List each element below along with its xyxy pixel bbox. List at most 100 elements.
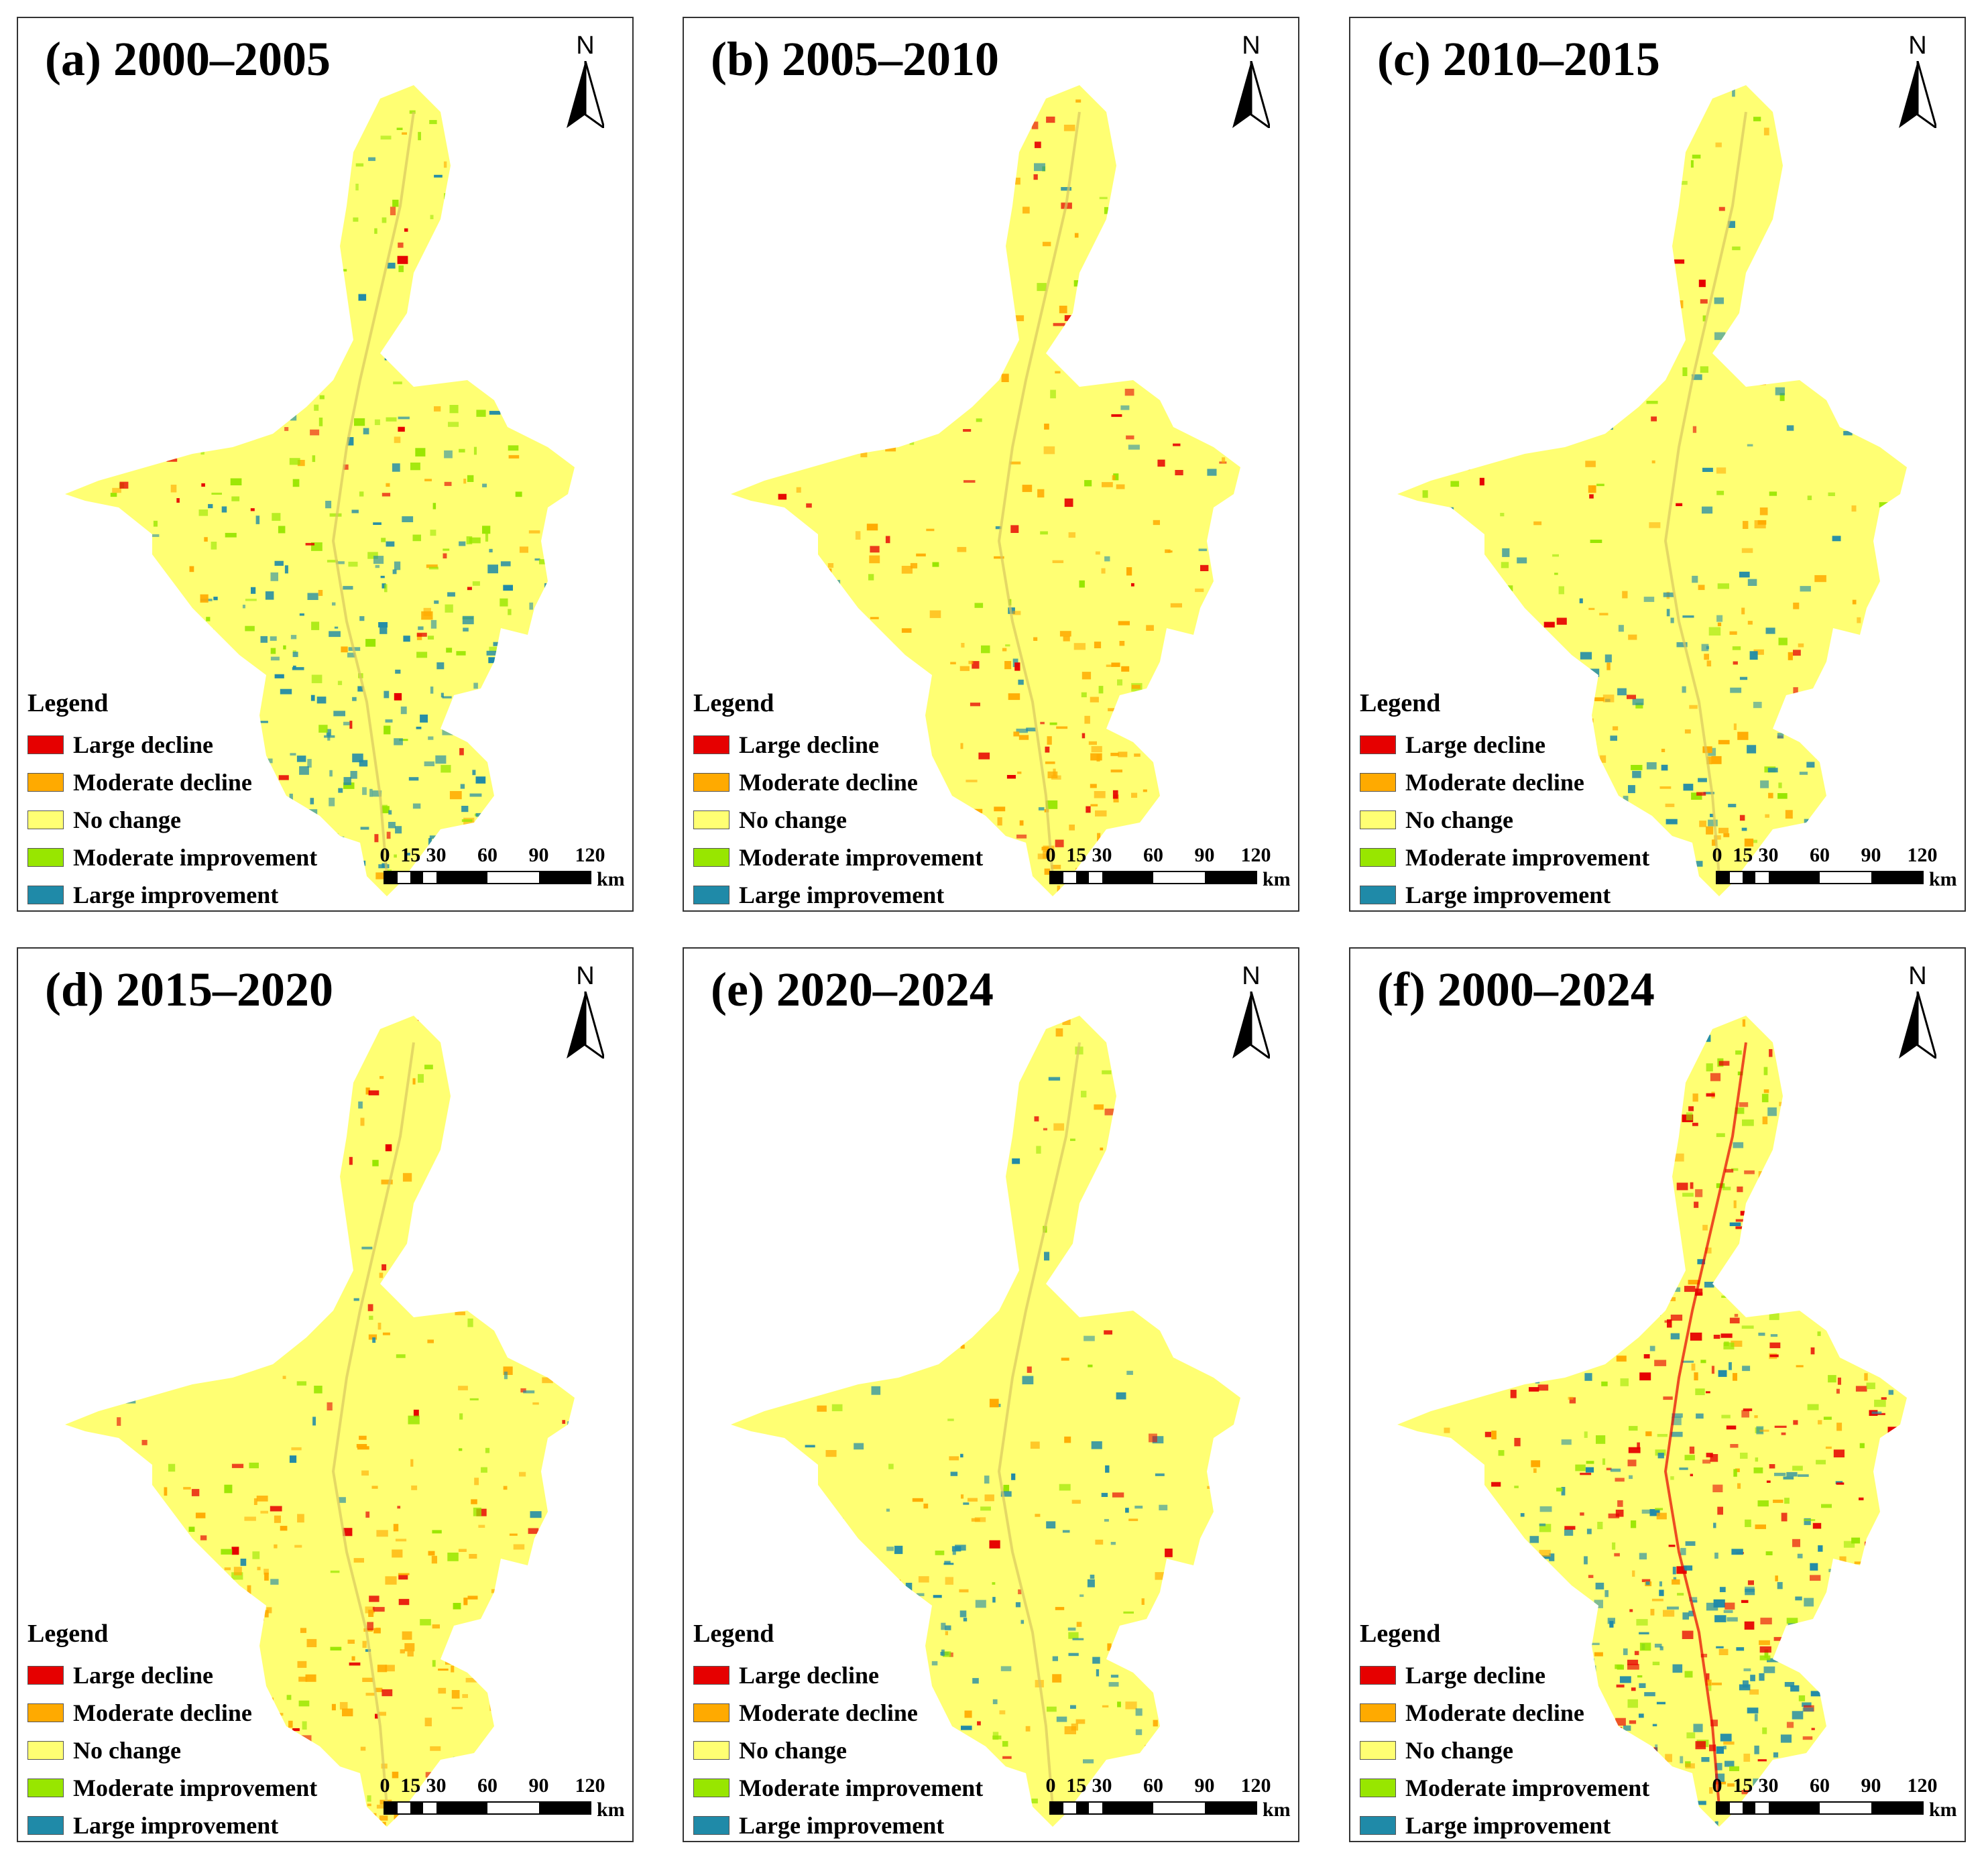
scale-tick-label: 120 — [1240, 1774, 1271, 1797]
scale-tick-label: 30 — [426, 844, 447, 866]
map-panel: (f) 2000–2024 N Legend Large decline Moderat… — [1349, 947, 1966, 1842]
map-panel: (a) 2000–2005 N Legend Large decline Moderat… — [17, 17, 634, 912]
legend-item: Moderate decline — [693, 764, 983, 801]
scale-tick-label: 30 — [1758, 1774, 1779, 1797]
legend-label: Moderate decline — [1405, 769, 1584, 796]
legend-item: Moderate decline — [1360, 1694, 1649, 1732]
legend-swatch — [1360, 810, 1396, 829]
scale-tick-label: 30 — [1092, 1774, 1112, 1797]
north-arrow-icon: N — [1224, 32, 1278, 132]
legend-item: Large improvement — [1360, 876, 1649, 910]
scale-tick-label: 90 — [1861, 1774, 1881, 1797]
legend: Legend Large decline Moderate decline No ch… — [693, 688, 983, 910]
legend-swatch — [1360, 1741, 1396, 1760]
legend-item: Moderate improvement — [693, 1769, 983, 1807]
scale-tick-label: 90 — [1861, 844, 1881, 866]
legend-label: Moderate decline — [1405, 1699, 1584, 1726]
legend-label: Moderate improvement — [1405, 1774, 1650, 1801]
river-line — [997, 1042, 1081, 1807]
legend-label: Moderate decline — [73, 1699, 252, 1726]
scale-unit: km — [1929, 868, 1957, 890]
legend-item: No change — [693, 1732, 983, 1769]
north-label: N — [1908, 962, 1927, 990]
legend-label: Moderate improvement — [1405, 844, 1650, 871]
map-panel: (b) 2005–2010 N Legend Large decline Moderat… — [683, 17, 1299, 912]
scale-tick-label: 90 — [1194, 844, 1215, 866]
legend-swatch — [693, 1666, 729, 1685]
scale-tick-label: 15 — [400, 844, 421, 866]
legend-label: No change — [1405, 1737, 1513, 1764]
scale-tick-label: 120 — [1240, 844, 1271, 866]
legend-swatch — [1360, 735, 1396, 754]
north-label: N — [576, 962, 595, 990]
legend-swatch — [693, 773, 729, 792]
legend-swatch — [27, 1703, 64, 1722]
region-map — [1397, 1016, 1907, 1827]
scale-tick-label: 15 — [1733, 1774, 1753, 1797]
legend-title: Legend — [693, 689, 774, 717]
region-fill — [65, 85, 575, 896]
legend-swatch — [27, 810, 64, 829]
legend-label: No change — [73, 806, 181, 833]
legend-swatch — [693, 886, 729, 904]
legend-swatch — [693, 1703, 729, 1722]
scale-tick-label: 0 — [1045, 1774, 1056, 1797]
scale-tick-label: 60 — [1810, 1774, 1830, 1797]
scale-tick-label: 0 — [1712, 844, 1722, 866]
north-arrow-icon: N — [1224, 962, 1278, 1063]
scale-bar: 0 15 30 60 90 120 km — [380, 844, 625, 898]
region-fill — [65, 1016, 575, 1827]
river-line — [1663, 1042, 1747, 1807]
legend-title: Legend — [1360, 1620, 1441, 1648]
scale-tick-label: 15 — [1066, 844, 1087, 866]
legend-label: Moderate decline — [73, 769, 252, 796]
legend-label: Large improvement — [1405, 882, 1611, 908]
legend-item: Moderate decline — [27, 1694, 317, 1732]
legend-swatch — [1360, 886, 1396, 904]
panel-title: (c) 2010–2015 — [1377, 32, 1660, 86]
legend-item: Moderate decline — [693, 1694, 983, 1732]
legend-item: No change — [27, 801, 317, 839]
legend-item: No change — [693, 801, 983, 839]
legend-label: Moderate improvement — [73, 1774, 318, 1801]
north-label: N — [576, 32, 595, 60]
panel-title: (d) 2015–2020 — [45, 963, 333, 1016]
legend-label: Large improvement — [739, 1812, 945, 1839]
legend-label: No change — [1405, 806, 1513, 833]
legend-label: Large decline — [1405, 731, 1545, 758]
north-arrow-icon: N — [1891, 962, 1944, 1063]
legend-swatch — [27, 1779, 64, 1797]
legend-swatch — [693, 810, 729, 829]
river-line — [331, 1042, 415, 1807]
panel-title: (b) 2005–2010 — [711, 32, 999, 86]
scale-tick-label: 15 — [400, 1774, 421, 1797]
legend-item: Moderate improvement — [27, 839, 317, 876]
legend-label: Large decline — [1405, 1662, 1545, 1689]
north-arrow-icon: N — [1891, 32, 1944, 132]
legend-swatch — [27, 735, 64, 754]
region-fill — [731, 1016, 1240, 1827]
legend-swatch — [27, 886, 64, 904]
scale-unit: km — [1929, 1799, 1957, 1821]
region-fill — [1397, 1016, 1907, 1827]
legend-swatch — [27, 1741, 64, 1760]
legend-item: Moderate decline — [1360, 764, 1649, 801]
legend-item: No change — [1360, 801, 1649, 839]
legend-swatch — [1360, 1666, 1396, 1685]
legend-label: Large decline — [739, 731, 879, 758]
region-fill — [1397, 85, 1907, 896]
scale-tick-label: 15 — [1066, 1774, 1087, 1797]
scale-tick-label: 120 — [575, 1774, 605, 1797]
north-label: N — [1242, 32, 1261, 60]
legend-label: Large improvement — [739, 882, 945, 908]
legend-label: Moderate improvement — [739, 1774, 984, 1801]
legend-label: Large decline — [73, 731, 213, 758]
legend-swatch — [1360, 848, 1396, 867]
panel-title: (a) 2000–2005 — [45, 32, 331, 86]
scale-bar: 0 15 30 60 90 120 km — [1046, 844, 1291, 898]
region-map — [1397, 85, 1907, 896]
legend-item: Large improvement — [693, 876, 983, 910]
legend-item: Large decline — [27, 726, 317, 764]
legend: Legend Large decline Moderate decline No ch… — [693, 1619, 983, 1841]
legend-item: Moderate improvement — [27, 1769, 317, 1807]
